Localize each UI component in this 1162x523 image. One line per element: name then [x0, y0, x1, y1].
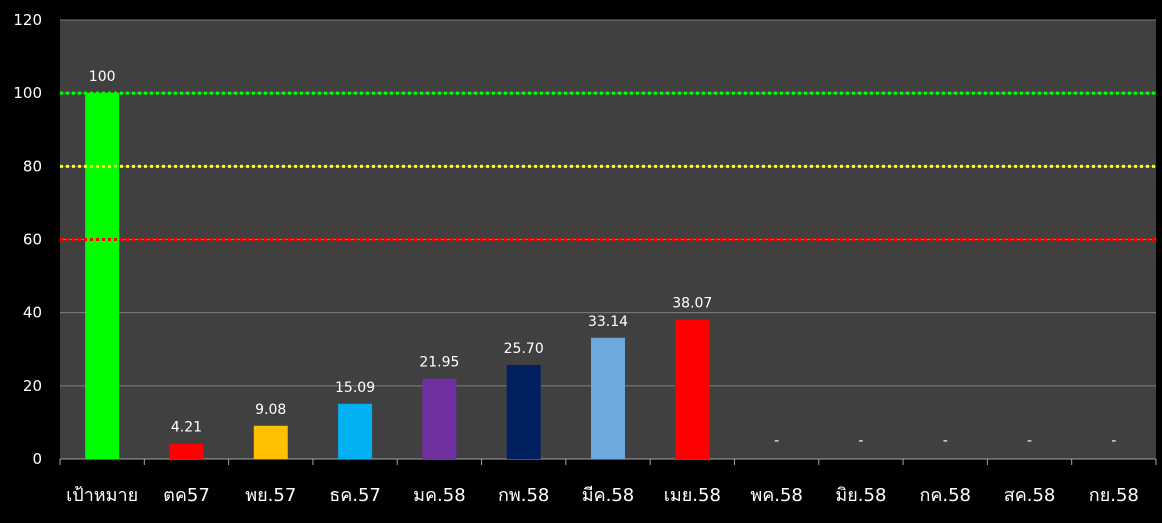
- y-tick-label: 120: [13, 11, 42, 29]
- x-tick-label: ตค57: [163, 485, 210, 506]
- x-tick-label: สค.58: [1004, 485, 1056, 506]
- x-tick-label: กพ.58: [498, 485, 549, 506]
- data-label: -: [774, 433, 779, 449]
- y-tick-label: 80: [23, 157, 42, 175]
- data-label: 9.08: [255, 402, 286, 418]
- data-label: 38.07: [672, 296, 712, 312]
- y-tick-label: 20: [23, 377, 42, 395]
- x-tick-label: กย.58: [1089, 485, 1139, 506]
- x-tick-label: กค.58: [919, 485, 971, 506]
- x-tick-label: มค.58: [413, 485, 466, 506]
- bar-4: [422, 378, 457, 459]
- data-label: 33.14: [588, 314, 628, 330]
- y-tick-label: 100: [13, 84, 42, 102]
- bar-7: [675, 319, 710, 459]
- bar-2: [253, 425, 288, 459]
- data-label: 100: [89, 69, 116, 85]
- data-label: -: [1027, 433, 1032, 449]
- data-label: 4.21: [171, 420, 202, 436]
- y-tick-label: 40: [23, 304, 42, 322]
- data-label: -: [1111, 433, 1116, 449]
- bar-1: [169, 443, 204, 459]
- x-tick-label: พค.58: [750, 485, 803, 506]
- x-tick-label: ธค.57: [329, 485, 381, 506]
- bar-5: [506, 364, 541, 459]
- x-tick-label: เมย.58: [664, 485, 721, 506]
- x-tick-label: เป้าหมาย: [66, 485, 138, 506]
- data-label: -: [858, 433, 863, 449]
- data-label: 25.70: [504, 341, 544, 357]
- bar-0: [85, 93, 120, 460]
- data-label: 21.95: [419, 355, 459, 371]
- data-label: 15.09: [335, 380, 375, 396]
- data-label: -: [943, 433, 948, 449]
- x-tick-label: มิย.58: [835, 485, 886, 506]
- y-tick-label: 0: [32, 450, 42, 468]
- y-tick-label: 60: [23, 231, 42, 249]
- bar-3: [338, 403, 373, 459]
- x-tick-label: พย.57: [245, 485, 296, 506]
- bar-6: [591, 337, 625, 459]
- x-tick-label: มีค.58: [582, 485, 635, 506]
